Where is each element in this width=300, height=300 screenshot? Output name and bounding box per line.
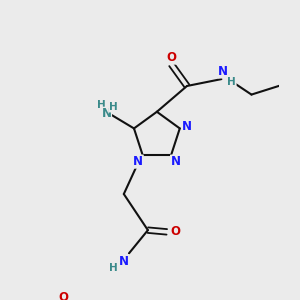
Text: N: N [119,255,129,268]
Text: O: O [170,225,180,239]
Text: N: N [101,107,112,120]
Text: N: N [218,65,228,78]
Text: H: H [227,77,236,87]
Text: N: N [133,155,143,168]
Text: N: N [182,119,192,133]
Text: O: O [167,51,176,64]
Text: H: H [97,100,106,110]
Text: H: H [109,102,118,112]
Text: N: N [171,155,181,168]
Text: O: O [58,291,68,300]
Text: H: H [109,263,118,273]
